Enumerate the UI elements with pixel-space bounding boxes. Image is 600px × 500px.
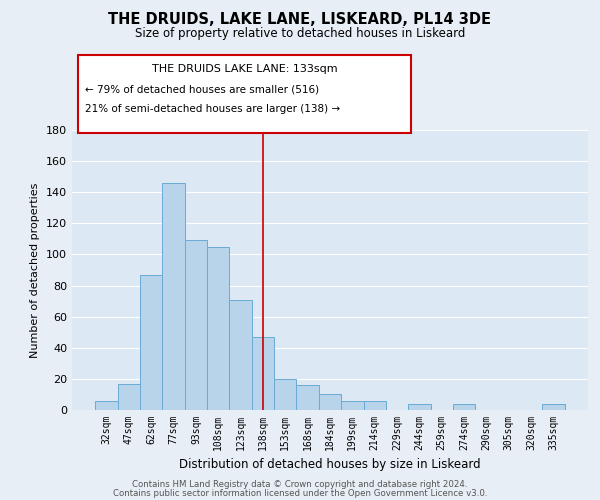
Bar [95,400,118,410]
Bar [118,384,140,410]
Bar [252,337,274,410]
Bar [185,240,207,410]
Bar [542,404,565,410]
Text: Contains HM Land Registry data © Crown copyright and database right 2024.: Contains HM Land Registry data © Crown c… [132,480,468,489]
Text: Contains public sector information licensed under the Open Government Licence v3: Contains public sector information licen… [113,489,487,498]
Text: Size of property relative to detached houses in Liskeard: Size of property relative to detached ho… [135,28,465,40]
Bar [140,274,163,410]
Bar [319,394,341,410]
Text: THE DRUIDS LAKE LANE: 133sqm: THE DRUIDS LAKE LANE: 133sqm [152,64,337,74]
Text: ← 79% of detached houses are smaller (516): ← 79% of detached houses are smaller (51… [85,84,319,94]
Bar [296,385,319,410]
Bar [274,379,296,410]
Bar [229,300,252,410]
Text: 21% of semi-detached houses are larger (138) →: 21% of semi-detached houses are larger (… [85,104,340,114]
Bar [364,400,386,410]
Y-axis label: Number of detached properties: Number of detached properties [31,182,40,358]
Bar [341,400,364,410]
Bar [163,183,185,410]
Bar [453,404,475,410]
Text: THE DRUIDS, LAKE LANE, LISKEARD, PL14 3DE: THE DRUIDS, LAKE LANE, LISKEARD, PL14 3D… [109,12,491,28]
X-axis label: Distribution of detached houses by size in Liskeard: Distribution of detached houses by size … [179,458,481,471]
Bar [207,246,229,410]
Bar [408,404,431,410]
